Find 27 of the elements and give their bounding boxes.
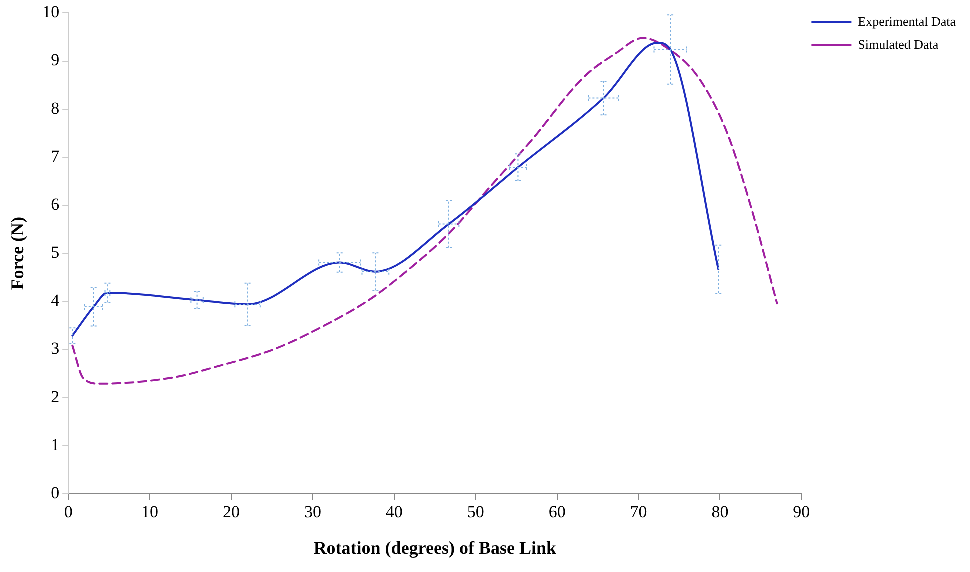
- y-tick-label: 4: [51, 291, 60, 310]
- legend-label: Simulated Data: [858, 36, 939, 52]
- x-axis-title: Rotation (degrees) of Base Link: [314, 538, 556, 558]
- y-tick-label: 3: [51, 339, 60, 358]
- x-tick-label: 0: [64, 502, 73, 522]
- y-tick-label: 0: [51, 483, 60, 502]
- y-tick-label: 8: [51, 98, 60, 118]
- x-tick-label: 10: [142, 502, 159, 522]
- legend-label: Experimental Data: [858, 14, 956, 29]
- x-tick-label: 30: [304, 502, 322, 522]
- x-tick-label: 20: [223, 502, 240, 522]
- line-series: [72, 37, 778, 385]
- y-tick-label: 10: [42, 2, 60, 22]
- x-tick-label: 60: [548, 502, 566, 522]
- y-tick-label: 1: [51, 435, 60, 454]
- x-tick-label: 40: [386, 502, 403, 522]
- y-tick-label: 6: [51, 194, 60, 214]
- line-series: [72, 42, 720, 337]
- x-tick-label: 80: [712, 502, 729, 522]
- y-tick-label: 9: [51, 50, 60, 70]
- y-tick-label: 7: [51, 146, 60, 166]
- x-tick-label: 90: [793, 502, 810, 522]
- y-tick-label: 5: [51, 243, 60, 262]
- x-tick-label: 50: [467, 502, 484, 522]
- y-tick-label: 2: [51, 387, 60, 406]
- y-axis-title: Force (N): [7, 217, 28, 290]
- x-tick-label: 70: [630, 502, 648, 522]
